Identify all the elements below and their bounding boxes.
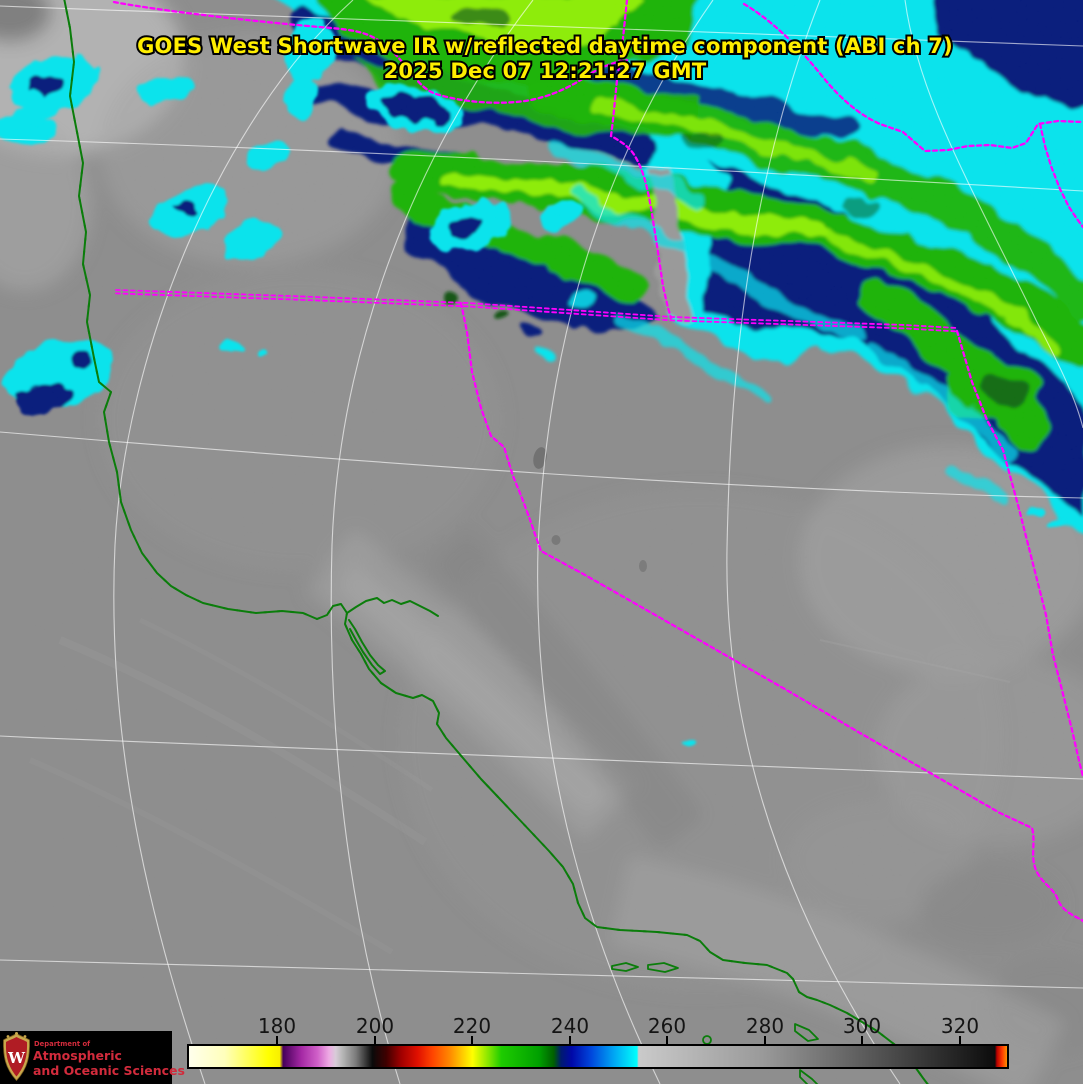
logo-dept-line1: Atmospheric: [33, 1048, 122, 1063]
coastline: [63, 0, 930, 1084]
colorbar-tick-label: 320: [941, 1014, 979, 1038]
colorbar-ticks: [276, 1036, 961, 1045]
title-block: GOES West Shortwave IR w/reflected dayti…: [135, 32, 955, 85]
colorbar-tick-label: 280: [746, 1014, 784, 1038]
uw-crest-icon: W: [3, 1032, 30, 1082]
uw-aos-logo: W Department of Atmospheric and Oceanic …: [0, 1031, 185, 1084]
border-oregon-idaho: [609, 0, 673, 320]
temperature-colorbar: 180 200 220 240 260 280 300 320: [187, 1014, 1009, 1069]
state-borders: [112, 0, 1083, 923]
crest-letter: W: [7, 1049, 26, 1067]
colorbar-tick-label: 200: [356, 1014, 394, 1038]
colorbar-tick-label: 180: [258, 1014, 296, 1038]
colorbar-tick-label: 240: [551, 1014, 589, 1038]
border-idaho-utah: [1038, 122, 1083, 229]
colorbar-tick-labels: 180 200 220 240 260 280 300 320: [258, 1014, 979, 1038]
colorbar-gradient-bar: [187, 1044, 1009, 1069]
colorbar-tick-label: 260: [648, 1014, 686, 1038]
title-line1: GOES West Shortwave IR w/reflected dayti…: [137, 34, 953, 58]
border-42n-line-a: [115, 289, 958, 329]
title-line2: 2025 Dec 07 12:21:27 GMT: [384, 59, 707, 83]
colorbar-tick-label: 220: [453, 1014, 491, 1038]
logo-dept-prefix: Department of: [34, 1040, 91, 1048]
border-nevada-utah: [955, 329, 1083, 778]
logo-dept-line2: and Oceanic Sciences: [33, 1063, 185, 1078]
colorbar-tick-label: 300: [843, 1014, 881, 1038]
border-42n-line-b: [115, 292, 958, 333]
border-oregon-washington: [112, 0, 629, 104]
sf-bay-south-arm: [348, 619, 386, 675]
channel-islands: [611, 962, 819, 1084]
border-snake-river: [742, 2, 1083, 153]
sf-bay-north-arm: [346, 597, 439, 617]
logo-text: Department of Atmospheric and Oceanic Sc…: [33, 1040, 185, 1078]
border-california-nevada: [459, 301, 1083, 923]
